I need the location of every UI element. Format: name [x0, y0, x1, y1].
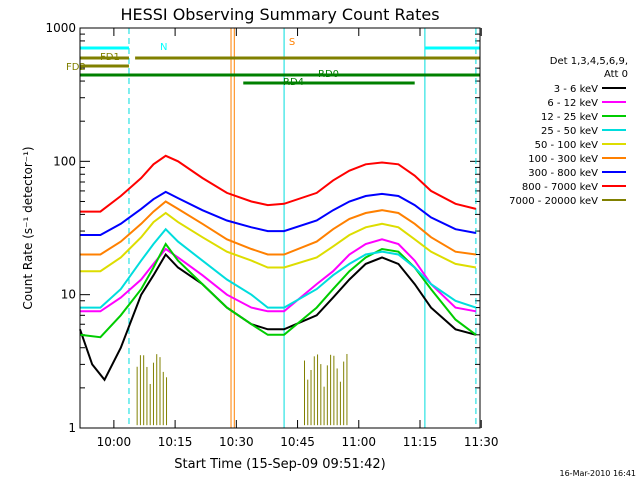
y-tick-label: 1: [68, 421, 76, 435]
series-line-5: [80, 211, 477, 273]
plot-frame: [79, 27, 481, 429]
mode-bar-label: S: [289, 37, 295, 48]
x-tick-label: 11:15: [403, 435, 438, 449]
y-axis-label: Count Rate (s⁻¹ detector⁻¹): [21, 146, 35, 309]
x-tick-label: 10:15: [158, 435, 193, 449]
plot-area: 10:00 10:15 10:30 10:45 11:00 11:15 11:30 1 10 10…: [45, 21, 498, 449]
legend-header-line1: Det 1,3,4,5,6,9,: [550, 56, 628, 67]
series-line-1: [79, 252, 477, 382]
legend: 3 - 6 keV 6 - 12 keV 12 - 25 keV 25 - 50 ke…: [509, 84, 626, 207]
legend-label-9: 7000 - 20000 keV: [509, 196, 598, 207]
legend-label-6: 100 - 300 keV: [528, 154, 598, 165]
x-tick-label: 10:30: [219, 435, 254, 449]
series-line-4: [80, 227, 477, 309]
series-line-2: [80, 238, 477, 313]
x-tick-label: 11:00: [341, 435, 376, 449]
legend-header-line2: Att 0: [604, 69, 628, 80]
legend-label-1: 3 - 6 keV: [554, 84, 598, 95]
x-tick-label: 11:30: [464, 435, 499, 449]
chart-title: HESSI Observing Summary Count Rates: [120, 5, 439, 24]
legend-label-3: 12 - 25 keV: [541, 112, 598, 123]
mode-bar-label: FD1: [100, 52, 120, 63]
legend-label-8: 800 - 7000 keV: [522, 182, 598, 193]
series-line-6: [80, 200, 477, 256]
mode-bar-label: RD0: [318, 69, 339, 80]
x-tick-label: 10:00: [97, 435, 132, 449]
series-line-8: [80, 154, 477, 213]
legend-label-2: 6 - 12 keV: [547, 98, 598, 109]
mode-bar-label: N: [160, 42, 167, 53]
x-axis-label: Start Time (15-Sep-09 09:51:42): [174, 457, 385, 472]
y-tick-label: 1000: [45, 21, 76, 35]
x-tick-label: 10:45: [280, 435, 315, 449]
mode-bar-label: FD2: [66, 62, 86, 73]
legend-label-4: 25 - 50 keV: [541, 126, 598, 137]
series-line-3: [79, 242, 477, 339]
legend-label-7: 300 - 800 keV: [528, 168, 598, 179]
timestamp: 16-Mar-2010 16:41: [560, 469, 637, 478]
series-line-7: [80, 190, 477, 236]
mode-bar-label: RD4: [283, 77, 304, 88]
legend-label-5: 50 - 100 keV: [535, 140, 599, 151]
y-tick-label: 100: [53, 154, 76, 168]
y-tick-label: 10: [61, 288, 76, 302]
